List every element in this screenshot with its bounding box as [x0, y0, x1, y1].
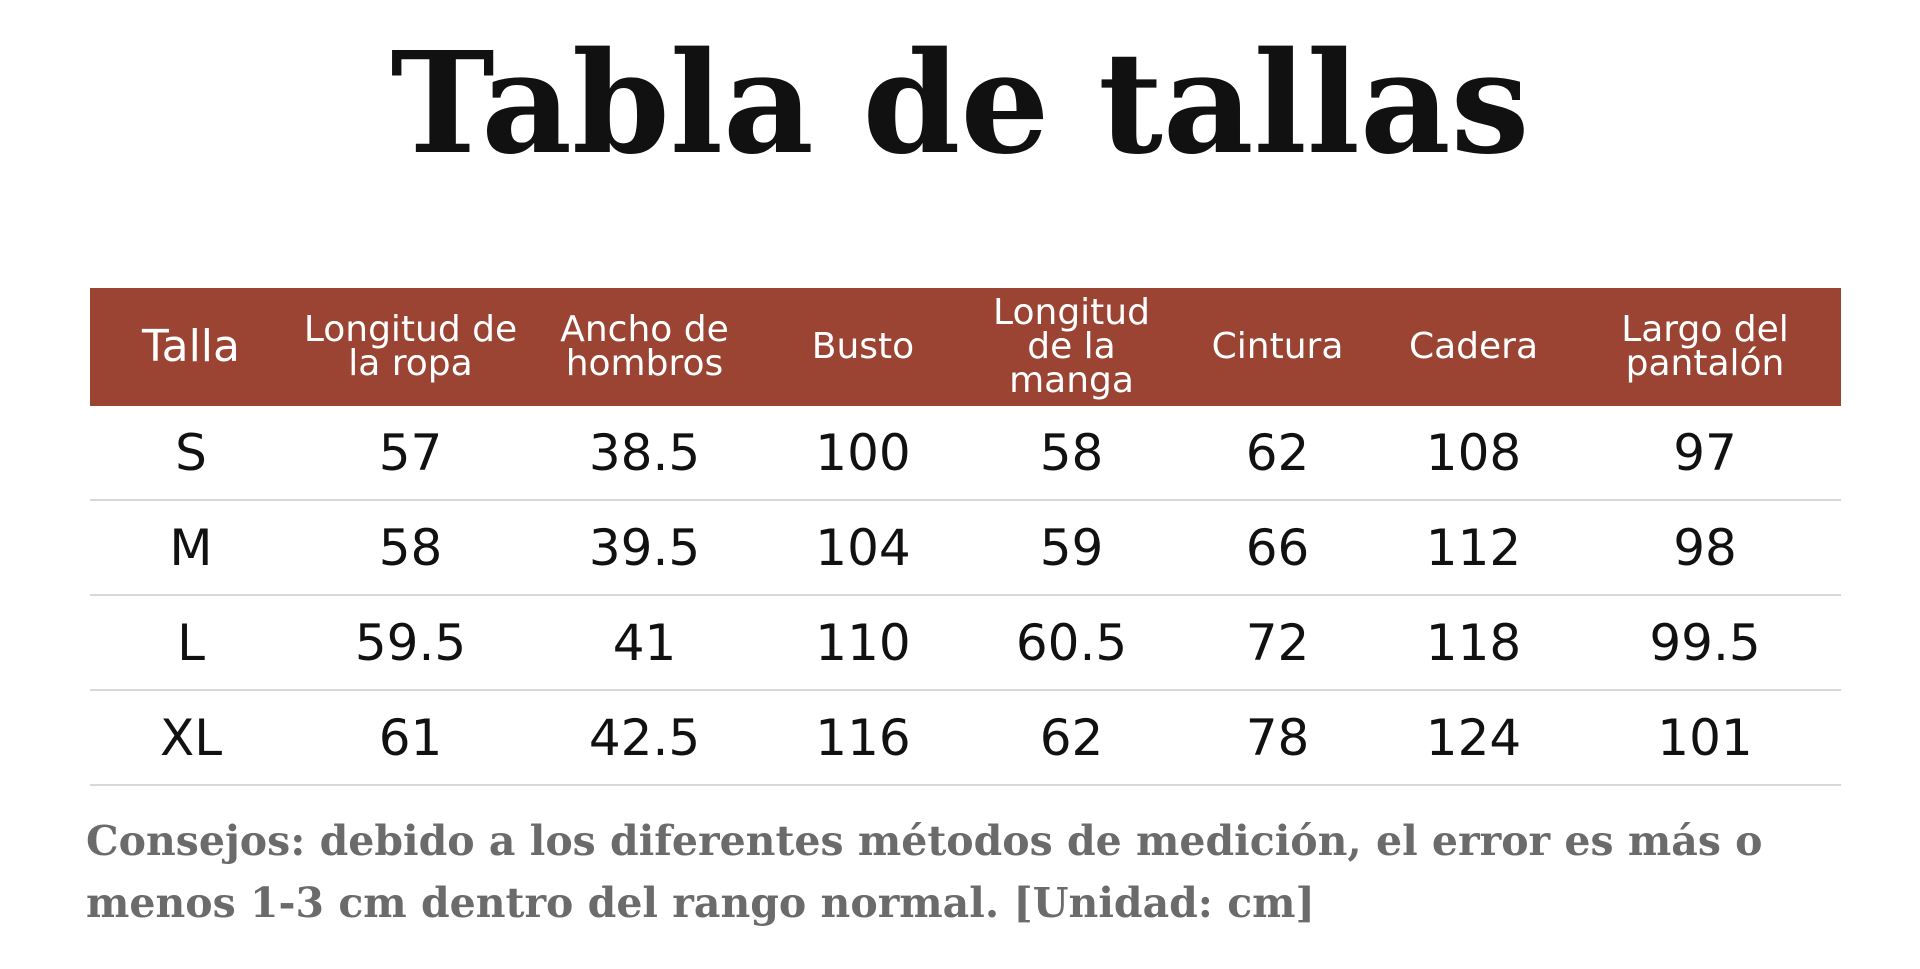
- header-cell: Cintura: [1177, 288, 1378, 406]
- table-body: S 57 38.5 100 58 62 108 97 M 58 39.5 104 59 66 112 98 L 5…: [90, 406, 1841, 786]
- note: Consejos: debido a los diferentes método…: [86, 817, 1763, 927]
- cell: 101: [1569, 690, 1841, 786]
- header-cell: Ancho de hombros: [529, 288, 760, 406]
- cell: 62: [966, 690, 1177, 786]
- cell: 57: [292, 406, 529, 501]
- cell: 66: [1177, 500, 1378, 596]
- header-cell: Longitud de la manga: [966, 288, 1177, 406]
- row: S 57 38.5 100 58 62 108 97: [90, 406, 1841, 501]
- cell: 39.5: [529, 500, 760, 596]
- cell: 116: [760, 690, 966, 786]
- cell: 59.5: [292, 595, 529, 691]
- cell: 98: [1569, 500, 1841, 596]
- cell: 110: [760, 595, 966, 691]
- cell: 58: [966, 406, 1177, 501]
- cell: S: [90, 406, 292, 501]
- cell: 97: [1569, 406, 1841, 501]
- header-cell: Cadera: [1378, 288, 1569, 406]
- cell: L: [90, 595, 292, 691]
- cell: 42.5: [529, 690, 760, 786]
- cell: XL: [90, 690, 292, 786]
- cell: 62: [1177, 406, 1378, 501]
- cell: 100: [760, 406, 966, 501]
- header-cell: Talla: [90, 288, 292, 406]
- cell: 60.5: [966, 595, 1177, 691]
- row: XL 61 42.5 116 62 78 124 101: [90, 690, 1841, 786]
- header-cell: Busto: [760, 288, 966, 406]
- cell: 112: [1378, 500, 1569, 596]
- title: Tabla de tallas: [390, 22, 1530, 186]
- cell: M: [90, 500, 292, 596]
- header-row: Talla Longitud de la ropa Ancho de hombros…: [90, 288, 1841, 406]
- cell: 72: [1177, 595, 1378, 691]
- cell: 124: [1378, 690, 1569, 786]
- row: L 59.5 41 110 60.5 72 118 99.5: [90, 595, 1841, 691]
- header-cell: Longitud de la ropa: [292, 288, 529, 406]
- row: M 58 39.5 104 59 66 112 98: [90, 500, 1841, 596]
- cell: 108: [1378, 406, 1569, 501]
- cell: 99.5: [1569, 595, 1841, 691]
- cell: 38.5: [529, 406, 760, 501]
- cell: 61: [292, 690, 529, 786]
- cell: 118: [1378, 595, 1569, 691]
- cell: 78: [1177, 690, 1378, 786]
- cell: 104: [760, 500, 966, 596]
- cell: 59: [966, 500, 1177, 596]
- header-cell: Largo del pantalón: [1569, 288, 1841, 406]
- cell: 58: [292, 500, 529, 596]
- cell: 41: [529, 595, 760, 691]
- size-table: Talla Longitud de la ropa Ancho de hombros…: [90, 288, 1841, 786]
